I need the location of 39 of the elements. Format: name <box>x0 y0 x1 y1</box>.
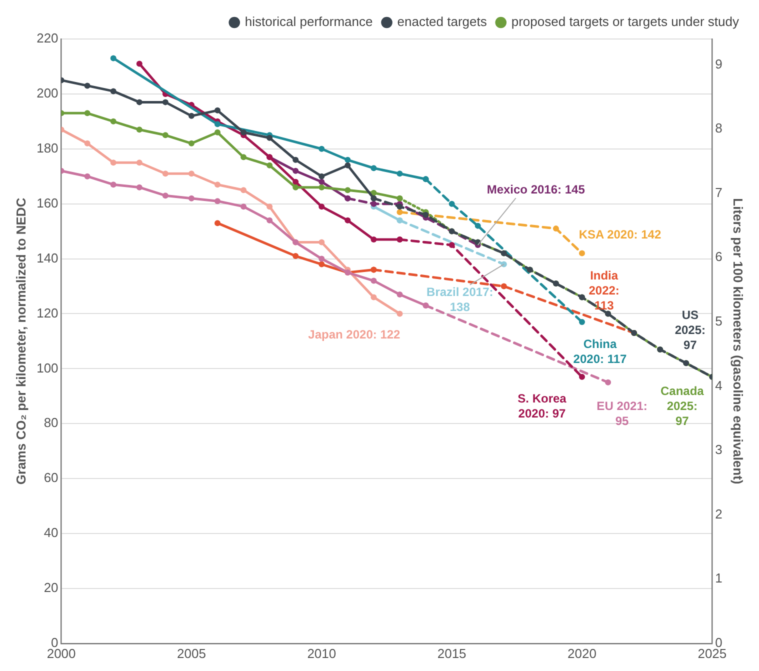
y-tick-label: 160 <box>36 195 58 210</box>
annotation: Japan 2020: 122 <box>308 327 401 342</box>
annotation: S. Korea 2020: 97 <box>518 392 567 421</box>
y2-tick-label: 2 <box>715 506 722 522</box>
annotation: China 2020: 117 <box>573 336 628 366</box>
y2-tick-label: 3 <box>715 442 722 458</box>
annotation: Canada 2025: 97 <box>660 384 704 428</box>
y2-tick-label: 5 <box>715 313 722 328</box>
legend-label: enacted targets <box>397 14 488 30</box>
legend-label: historical performance <box>244 14 373 30</box>
y-tick-label: 120 <box>36 305 58 320</box>
annotation: KSA 2020: 142 <box>578 228 662 242</box>
y2-axis-title: Liters per 100 kilometers (gasoline equivalent) <box>730 198 746 484</box>
y-tick-label: 40 <box>44 525 58 540</box>
legend-label: proposed targets or targets under study <box>511 14 740 30</box>
y-tick-label: 60 <box>44 470 58 486</box>
x-tick-label: 2010 <box>307 646 336 661</box>
annotation: Mexico 2016: 145 <box>486 182 586 196</box>
y2-tick-label: 1 <box>715 570 722 586</box>
y2-tick-label: 7 <box>715 184 722 200</box>
y-tick-label: 200 <box>36 86 58 101</box>
annotation: Brazil 2017: 138 <box>426 285 494 314</box>
annotation: US 2025: 97 <box>674 308 706 352</box>
y-tick-label: 80 <box>44 415 58 430</box>
y-tick-label: 220 <box>36 30 58 46</box>
y2-tick-label: 4 <box>715 378 722 393</box>
y-tick-label: 180 <box>36 140 58 156</box>
y-tick-label: 100 <box>36 360 58 376</box>
x-tick-label: 2005 <box>177 646 206 661</box>
x-tick-label: 2020 <box>568 646 596 661</box>
y2-tick-label: 8 <box>715 120 722 136</box>
annotation: India 2022: 113 <box>588 268 620 312</box>
y-tick-label: 140 <box>36 250 58 266</box>
y-axis-title: Grams CO₂ per kilometer, normalized to NEDC <box>13 197 28 485</box>
annotation: EU 2021: 95 <box>596 399 648 428</box>
y2-tick-label: 9 <box>715 56 722 72</box>
y2-tick-label: 6 <box>715 249 722 264</box>
y-tick-label: 20 <box>44 580 58 596</box>
x-tick-label: 2015 <box>437 646 466 661</box>
